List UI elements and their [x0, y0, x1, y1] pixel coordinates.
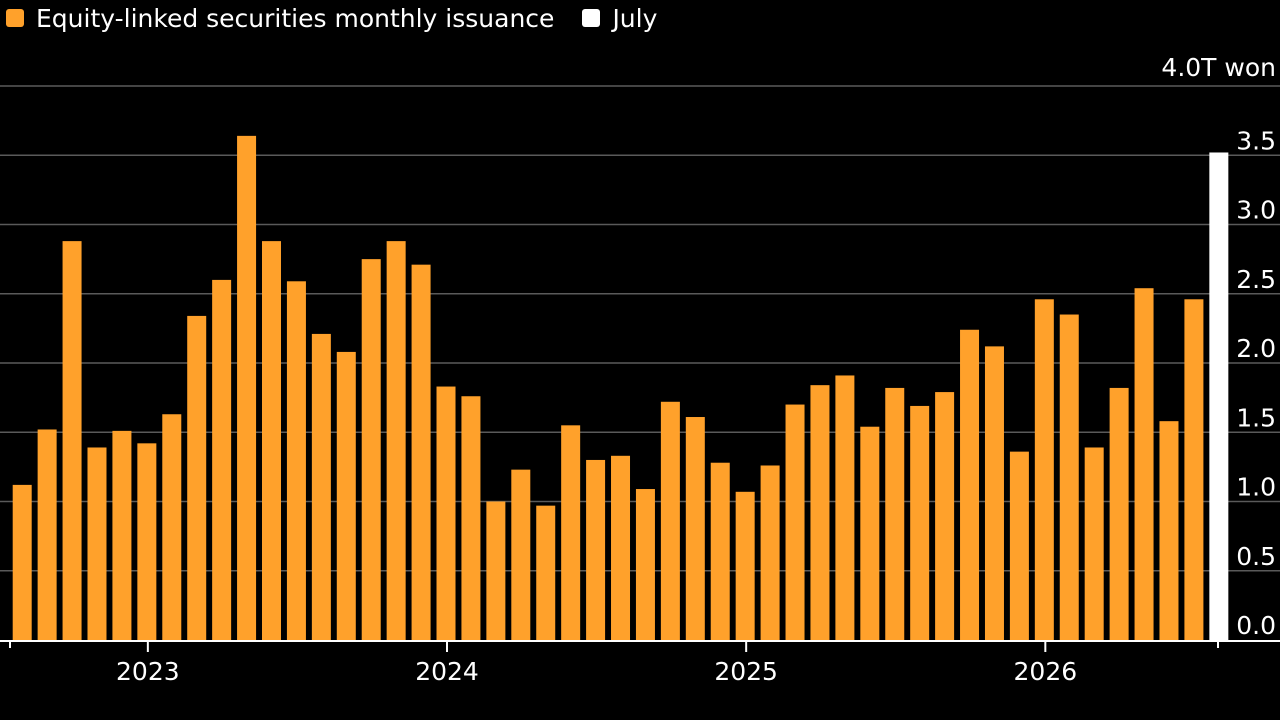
bar-monthly-issuance [486, 501, 506, 640]
bar-monthly-issuance [62, 241, 82, 640]
bar-monthly-issuance [286, 281, 306, 640]
bar-monthly-issuance [885, 387, 905, 640]
bar-monthly-issuance [411, 264, 431, 640]
bar-monthly-issuance [710, 462, 730, 640]
bar-monthly-issuance [311, 333, 331, 640]
bar-monthly-issuance [37, 429, 57, 640]
bar-monthly-issuance [262, 241, 281, 640]
bar-monthly-issuance [960, 329, 980, 640]
bar-monthly-issuance [511, 469, 531, 640]
y-tick-label: 3.0 [1236, 196, 1276, 225]
bar-monthly-issuance [860, 426, 880, 640]
bar-monthly-issuance [1134, 288, 1154, 640]
bar-monthly-issuance [361, 259, 381, 640]
bar-monthly-issuance [835, 375, 855, 640]
legend-swatch-white [582, 9, 601, 27]
bar-monthly-issuance [660, 401, 680, 640]
bar-monthly-issuance [137, 443, 157, 640]
y-tick-label: 1.0 [1236, 473, 1276, 502]
y-tick-label: 1.5 [1236, 403, 1276, 432]
bar-monthly-issuance [87, 447, 107, 640]
bar-monthly-issuance [536, 505, 556, 640]
x-tick-label: 2025 [714, 657, 778, 686]
bar-monthly-issuance [237, 135, 257, 641]
bar-monthly-issuance [935, 392, 955, 640]
bar-july [1209, 152, 1229, 641]
bar-monthly-issuance [586, 459, 606, 640]
bar-monthly-issuance [1009, 451, 1029, 640]
bar-monthly-issuance [635, 489, 655, 640]
y-tick-label: 2.0 [1236, 334, 1276, 363]
bar-monthly-issuance [436, 386, 456, 640]
bar-monthly-issuance [212, 279, 232, 640]
bar-monthly-issuance [611, 455, 631, 640]
legend-label-july: July [612, 3, 658, 33]
bar-monthly-issuance [1184, 299, 1204, 640]
bar-monthly-issuance [685, 417, 705, 640]
bar-monthly-issuance [112, 430, 132, 640]
bar-monthly-issuance [984, 346, 1004, 640]
bar-monthly-issuance [12, 484, 32, 640]
y-unit-label: 4.0T won [1161, 53, 1276, 82]
bar-monthly-issuance [760, 465, 780, 640]
bar-monthly-issuance [1159, 421, 1179, 640]
x-tick-label: 2026 [1014, 657, 1078, 686]
chart-legend: Equity-linked securities monthly issuanc… [6, 2, 685, 34]
y-tick-label: 0.0 [1236, 611, 1276, 640]
bar-monthly-issuance [810, 385, 830, 640]
bar-monthly-issuance [1084, 447, 1104, 640]
x-tick-label: 2024 [415, 657, 479, 686]
bar-monthly-issuance [336, 351, 356, 640]
y-tick-label: 3.5 [1236, 126, 1276, 155]
bar-monthly-issuance [386, 241, 406, 640]
bar-monthly-issuance [561, 425, 581, 640]
bar-monthly-issuance [1059, 314, 1079, 640]
bar-monthly-issuance [162, 414, 182, 640]
bar-monthly-issuance [1109, 387, 1129, 640]
bar-monthly-issuance [1034, 299, 1054, 640]
bar-monthly-issuance [785, 404, 805, 640]
legend-item-monthly-issuance: Equity-linked securities monthly issuanc… [6, 4, 554, 33]
legend-item-july: July [582, 4, 657, 33]
bar-monthly-issuance [735, 491, 755, 640]
legend-swatch-orange [6, 9, 24, 27]
bar-monthly-issuance [187, 315, 207, 640]
x-tick-label: 2023 [116, 657, 180, 686]
legend-label-monthly-issuance: Equity-linked securities monthly issuanc… [36, 3, 555, 33]
y-tick-label: 0.5 [1236, 542, 1276, 571]
bar-monthly-issuance [910, 405, 930, 640]
bar-monthly-issuance [461, 396, 481, 640]
y-tick-label: 2.5 [1236, 265, 1276, 294]
